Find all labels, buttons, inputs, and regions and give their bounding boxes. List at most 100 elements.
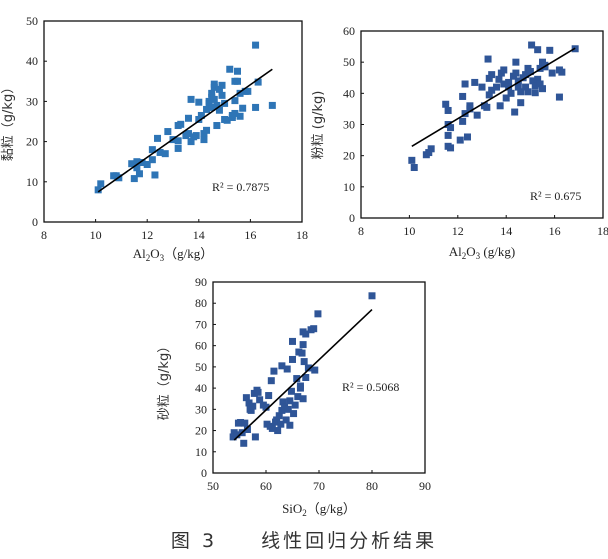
data-point-marker <box>195 98 203 106</box>
plot-area <box>212 281 426 474</box>
data-point-marker <box>161 150 169 158</box>
data-point-marker <box>133 158 141 166</box>
data-point-marker <box>251 433 259 441</box>
data-point-marker <box>267 377 275 385</box>
data-point-marker <box>213 122 221 130</box>
data-point-marker <box>483 103 491 111</box>
data-point-marker <box>133 164 141 172</box>
data-point-marker <box>531 89 539 97</box>
x-tick-label: 10 <box>90 228 102 242</box>
data-point-marker <box>164 128 172 136</box>
figure-number: 图 3 <box>170 530 218 552</box>
y-tick-label: 90 <box>195 275 207 289</box>
data-point-marker <box>281 403 289 411</box>
data-point-marker <box>459 117 467 125</box>
data-point-marker <box>524 88 532 96</box>
data-point-marker <box>466 105 474 113</box>
data-point-marker <box>213 101 221 109</box>
data-point-marker <box>502 94 510 102</box>
x-tick-label: 50 <box>207 479 219 493</box>
y-tick-label: 60 <box>343 24 355 38</box>
y-tick-label: 30 <box>26 94 38 108</box>
data-point-marker <box>210 80 218 88</box>
data-point-marker <box>215 106 223 114</box>
x-tick-label: 70 <box>313 479 325 493</box>
data-point-marker <box>205 97 213 105</box>
data-point-marker <box>300 358 308 366</box>
data-point-marker <box>252 103 260 111</box>
data-point-marker <box>529 77 537 85</box>
data-point-marker <box>156 148 164 156</box>
data-point-marker <box>368 292 376 300</box>
data-point-marker <box>208 103 216 111</box>
data-point-marker <box>243 425 251 433</box>
data-point-marker <box>302 374 310 381</box>
data-point-marker <box>239 104 247 112</box>
y-tick-label: 0 <box>201 466 207 480</box>
data-point-marker <box>473 111 481 119</box>
data-point-marker <box>500 66 508 74</box>
data-point-marker <box>522 83 530 91</box>
data-point-marker <box>531 82 539 90</box>
data-point-marker <box>277 420 285 428</box>
data-points <box>94 41 276 194</box>
data-point-marker <box>410 164 418 172</box>
y-tick-label: 10 <box>26 175 38 189</box>
y-axis-label: 粉粒 (g/kg) <box>311 91 326 160</box>
data-point-marker <box>231 97 239 105</box>
data-point-marker <box>128 160 136 168</box>
r-squared-label: R² = 0.5068 <box>342 380 399 394</box>
data-point-marker <box>546 46 554 54</box>
y-tick-label: 10 <box>343 180 355 194</box>
data-point-marker <box>496 102 504 110</box>
data-point-marker <box>197 111 205 119</box>
data-point-marker <box>151 171 159 179</box>
x-tick-label: 16 <box>549 224 561 238</box>
data-point-marker <box>262 403 270 411</box>
data-point-marker <box>148 156 156 164</box>
data-point-marker <box>314 310 322 318</box>
data-point-marker <box>286 397 294 405</box>
data-point-marker <box>177 120 185 128</box>
data-point-marker <box>184 130 192 138</box>
data-point-marker <box>234 77 241 85</box>
data-point-marker <box>459 92 467 100</box>
data-point-marker <box>517 88 525 96</box>
data-point-marker <box>289 337 296 345</box>
data-point-marker <box>154 134 162 142</box>
scatter-plot-sand: 0 10 20 30 40 50 60 70 80 90 50 60 70 80 90 R² = 0.5068… <box>157 275 431 518</box>
data-point-marker <box>236 89 244 97</box>
data-point-marker <box>287 387 295 395</box>
data-point-marker <box>485 91 493 99</box>
data-point-marker <box>505 78 513 86</box>
data-point-marker <box>471 78 479 86</box>
r-squared-label: R² = 0.7875 <box>212 180 269 194</box>
data-point-marker <box>195 115 203 123</box>
x-tick-label: 18 <box>597 224 608 238</box>
trendline <box>97 68 273 193</box>
data-point-marker <box>311 366 319 374</box>
data-point-marker <box>249 402 257 410</box>
x-tick-label: 12 <box>452 224 464 238</box>
data-point-marker <box>270 367 278 375</box>
data-point-marker <box>245 399 253 407</box>
data-point-marker <box>447 124 455 132</box>
data-point-marker <box>442 100 450 108</box>
x-axis-label: Al2​O3​ (g/kg) <box>449 244 515 261</box>
data-points <box>229 292 376 447</box>
data-point-marker <box>254 78 262 86</box>
data-point-marker <box>143 161 151 169</box>
y-tick-label: 50 <box>343 55 355 69</box>
y-tick-label: 50 <box>195 360 207 374</box>
data-point-marker <box>447 144 455 152</box>
data-point-marker <box>286 421 294 429</box>
trendline <box>411 47 576 148</box>
y-tick-label: 40 <box>195 381 207 395</box>
data-point-marker <box>252 41 260 49</box>
data-point-marker <box>233 431 241 439</box>
data-point-marker <box>534 46 542 54</box>
data-point-marker <box>218 91 226 99</box>
y-tick-label: 0 <box>32 215 38 229</box>
data-point-marker <box>237 418 245 426</box>
y-tick-label: 20 <box>343 149 355 163</box>
